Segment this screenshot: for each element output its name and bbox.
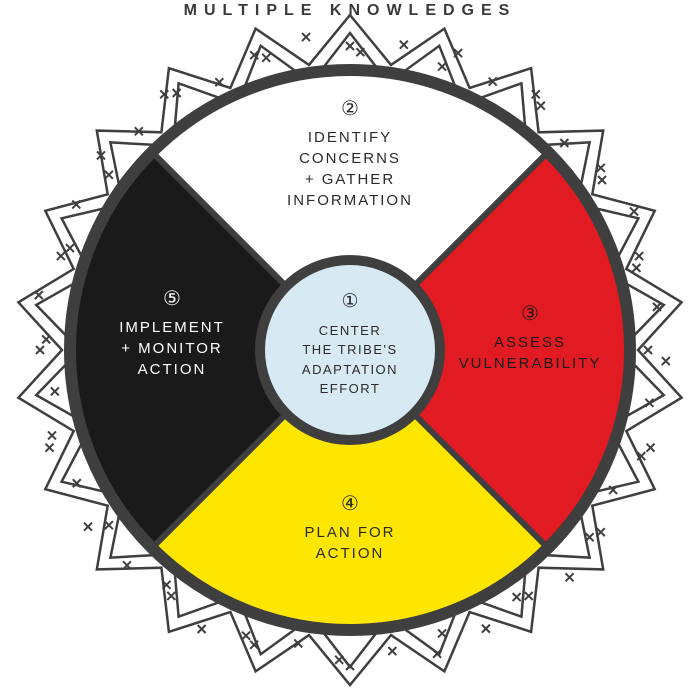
segment-label-plan: ④PLAN FORACTION bbox=[260, 490, 440, 564]
segment-label-implement: ⑤IMPLEMENT+ MONITORACTION bbox=[92, 285, 252, 380]
center-label-number: ① bbox=[275, 288, 425, 317]
segment-label-identify-number: ② bbox=[260, 95, 440, 123]
segment-label-plan-number: ④ bbox=[260, 490, 440, 518]
segment-label-implement-number: ⑤ bbox=[92, 285, 252, 313]
segment-label-assess-number: ③ bbox=[445, 300, 615, 328]
outer-ring-title: MULTIPLE KNOWLEDGES bbox=[0, 2, 700, 20]
segment-label-assess: ③ASSESSVULNERABILITY bbox=[445, 300, 615, 374]
segment-label-identify: ②IDENTIFYCONCERNS+ GATHERINFORMATION bbox=[260, 95, 440, 211]
center-label: ①CENTERTHE TRIBE'SADAPTATIONEFFORT bbox=[275, 288, 425, 399]
